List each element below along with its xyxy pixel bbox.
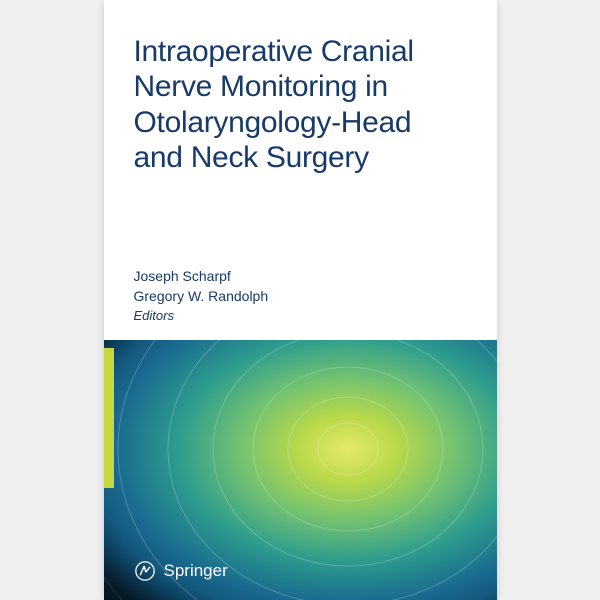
springer-logo-icon xyxy=(134,560,156,582)
editor-name: Joseph Scharpf xyxy=(134,266,269,286)
book-title: Intraoperative Cranial Nerve Monitoring … xyxy=(134,34,467,176)
editors-role: Editors xyxy=(134,307,269,326)
editor-name: Gregory W. Randolph xyxy=(134,286,269,306)
publisher-block: Springer xyxy=(134,560,228,582)
publisher-name: Springer xyxy=(164,561,228,581)
accent-bar xyxy=(104,348,114,488)
book-cover: Intraoperative Cranial Nerve Monitoring … xyxy=(104,0,497,600)
editors-block: Joseph Scharpf Gregory W. Randolph Edito… xyxy=(134,266,269,325)
